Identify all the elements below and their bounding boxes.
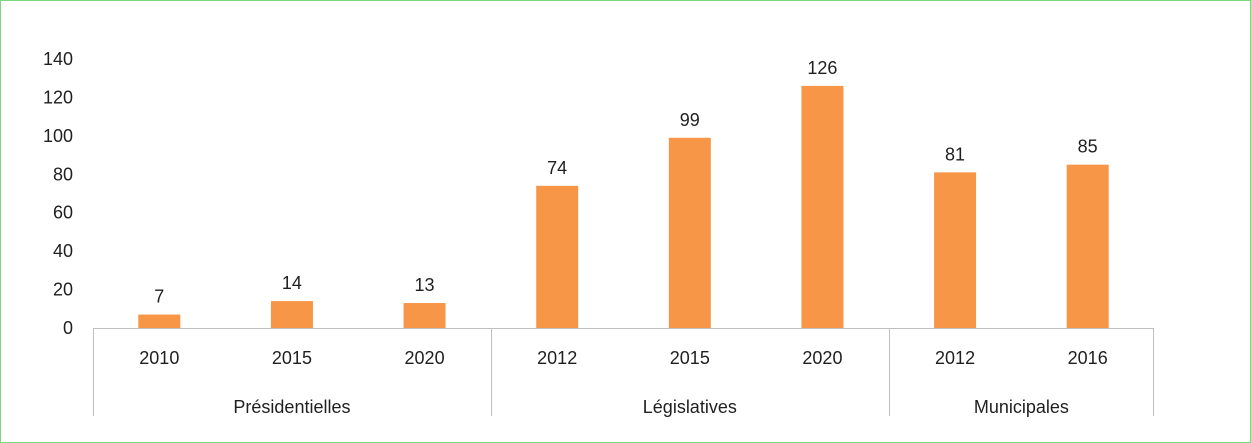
y-tick-label: 100 xyxy=(43,126,73,146)
data-label: 85 xyxy=(1078,137,1098,157)
x-tick-label: 2012 xyxy=(935,348,975,368)
y-tick-label: 20 xyxy=(53,280,73,300)
y-tick-label: 80 xyxy=(53,164,73,184)
data-label: 13 xyxy=(415,275,435,295)
group-label: Législatives xyxy=(643,397,737,417)
data-label: 126 xyxy=(807,58,837,78)
y-tick-label: 40 xyxy=(53,241,73,261)
x-tick-label: 2010 xyxy=(139,348,179,368)
x-tick-label: 2020 xyxy=(405,348,445,368)
data-label: 81 xyxy=(945,144,965,164)
y-tick-label: 120 xyxy=(43,87,73,107)
y-tick-label: 0 xyxy=(63,318,73,338)
bar xyxy=(668,137,711,328)
data-label: 99 xyxy=(680,110,700,130)
data-label: 74 xyxy=(547,158,567,178)
bar xyxy=(1066,164,1109,328)
group-label: Présidentielles xyxy=(233,397,350,417)
x-tick-label: 2015 xyxy=(670,348,710,368)
bar xyxy=(270,301,313,328)
x-tick-label: 2015 xyxy=(272,348,312,368)
bar xyxy=(536,185,579,328)
bar xyxy=(138,314,181,328)
group-label: Municipales xyxy=(974,397,1069,417)
bar xyxy=(403,303,446,328)
bar xyxy=(934,172,977,328)
data-label: 14 xyxy=(282,273,302,293)
x-tick-label: 2016 xyxy=(1068,348,1108,368)
x-tick-label: 2020 xyxy=(802,348,842,368)
y-tick-label: 60 xyxy=(53,203,73,223)
y-tick-label: 140 xyxy=(43,49,73,69)
data-label: 7 xyxy=(154,287,164,307)
x-tick-label: 2012 xyxy=(537,348,577,368)
bar xyxy=(801,85,844,329)
